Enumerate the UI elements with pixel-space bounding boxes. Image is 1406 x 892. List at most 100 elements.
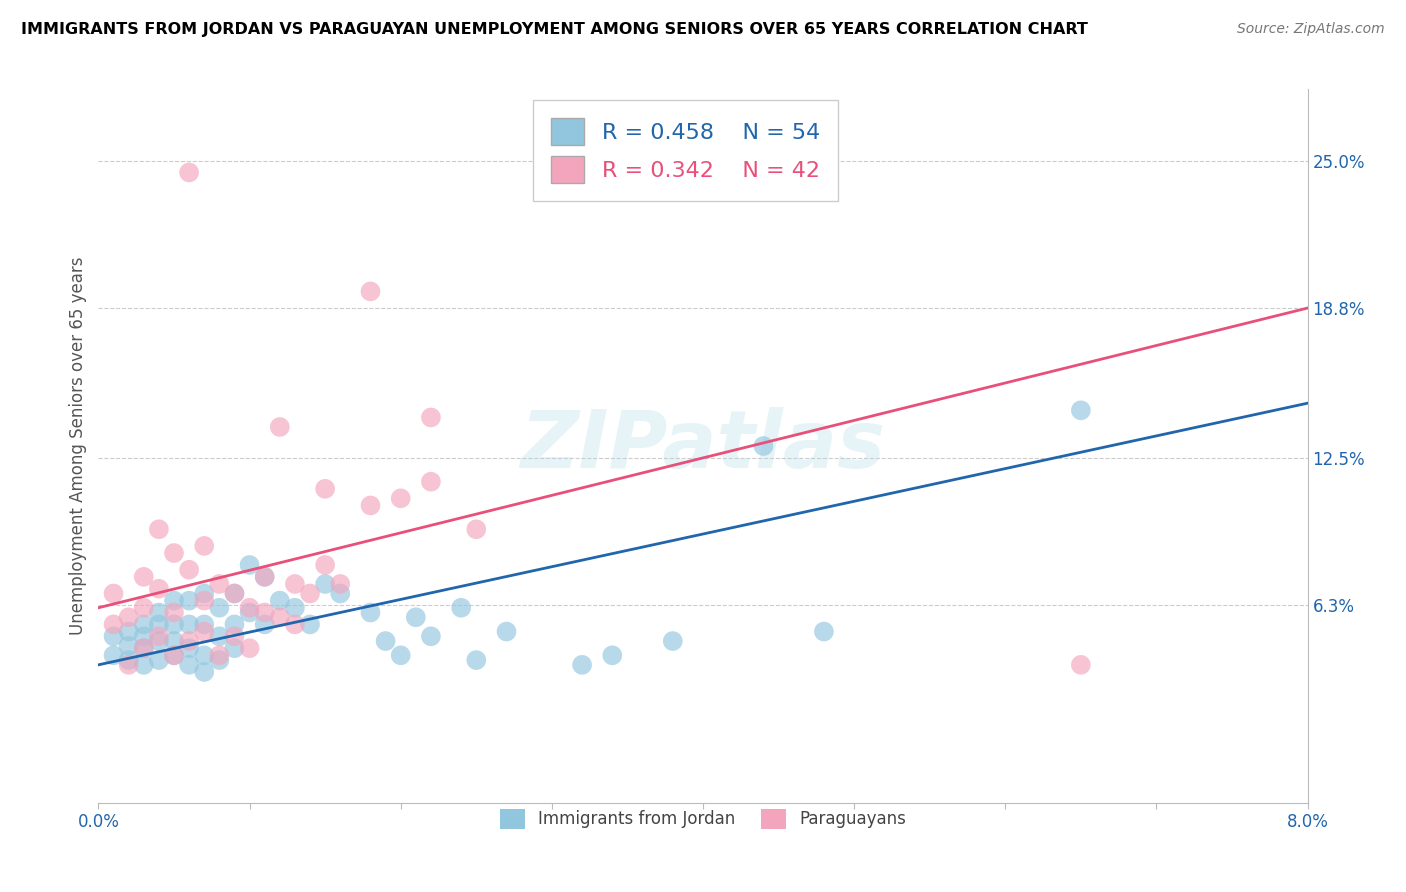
- Point: [148, 653, 170, 667]
- Point: [465, 653, 488, 667]
- Point: [132, 657, 155, 672]
- Point: [132, 641, 155, 656]
- Point: [420, 629, 443, 643]
- Point: [224, 629, 246, 643]
- Point: [420, 410, 443, 425]
- Point: [389, 648, 412, 663]
- Point: [208, 653, 231, 667]
- Point: [132, 600, 155, 615]
- Point: [163, 648, 186, 663]
- Point: [224, 641, 246, 656]
- Point: [239, 600, 262, 615]
- Point: [179, 657, 201, 672]
- Point: [571, 657, 593, 672]
- Point: [148, 617, 170, 632]
- Point: [132, 617, 155, 632]
- Point: [224, 586, 246, 600]
- Point: [179, 634, 201, 648]
- Point: [752, 439, 775, 453]
- Text: ZIPatlas: ZIPatlas: [520, 407, 886, 485]
- Point: [299, 617, 322, 632]
- Point: [224, 586, 246, 600]
- Point: [103, 629, 125, 643]
- Point: [118, 653, 141, 667]
- Point: [389, 491, 412, 506]
- Point: [329, 577, 352, 591]
- Point: [148, 606, 170, 620]
- Legend: Immigrants from Jordan, Paraguayans: Immigrants from Jordan, Paraguayans: [492, 800, 914, 838]
- Point: [405, 610, 427, 624]
- Text: IMMIGRANTS FROM JORDAN VS PARAGUAYAN UNEMPLOYMENT AMONG SENIORS OVER 65 YEARS CO: IMMIGRANTS FROM JORDAN VS PARAGUAYAN UNE…: [21, 22, 1088, 37]
- Point: [253, 617, 276, 632]
- Point: [118, 657, 141, 672]
- Point: [374, 634, 396, 648]
- Point: [132, 641, 155, 656]
- Point: [269, 420, 291, 434]
- Point: [269, 610, 291, 624]
- Text: Source: ZipAtlas.com: Source: ZipAtlas.com: [1237, 22, 1385, 37]
- Point: [450, 600, 472, 615]
- Point: [299, 586, 322, 600]
- Point: [602, 648, 624, 663]
- Point: [193, 593, 215, 607]
- Point: [163, 593, 186, 607]
- Point: [1070, 657, 1092, 672]
- Point: [284, 600, 307, 615]
- Point: [208, 648, 231, 663]
- Point: [314, 482, 336, 496]
- Point: [239, 641, 262, 656]
- Point: [224, 617, 246, 632]
- Point: [163, 634, 186, 648]
- Point: [193, 648, 215, 663]
- Point: [239, 606, 262, 620]
- Point: [103, 648, 125, 663]
- Point: [329, 586, 352, 600]
- Point: [118, 624, 141, 639]
- Point: [193, 539, 215, 553]
- Point: [208, 577, 231, 591]
- Point: [148, 582, 170, 596]
- Point: [193, 665, 215, 679]
- Point: [163, 546, 186, 560]
- Point: [179, 165, 201, 179]
- Point: [193, 624, 215, 639]
- Point: [132, 570, 155, 584]
- Point: [118, 610, 141, 624]
- Point: [163, 606, 186, 620]
- Point: [420, 475, 443, 489]
- Point: [253, 570, 276, 584]
- Point: [661, 634, 683, 648]
- Point: [239, 558, 262, 572]
- Point: [360, 499, 382, 513]
- Point: [284, 617, 307, 632]
- Point: [163, 648, 186, 663]
- Y-axis label: Unemployment Among Seniors over 65 years: Unemployment Among Seniors over 65 years: [69, 257, 87, 635]
- Point: [284, 577, 307, 591]
- Point: [314, 558, 336, 572]
- Point: [179, 593, 201, 607]
- Point: [193, 586, 215, 600]
- Point: [179, 641, 201, 656]
- Point: [103, 617, 125, 632]
- Point: [118, 639, 141, 653]
- Point: [163, 617, 186, 632]
- Point: [193, 617, 215, 632]
- Point: [495, 624, 517, 639]
- Point: [269, 593, 291, 607]
- Point: [179, 617, 201, 632]
- Point: [179, 563, 201, 577]
- Point: [813, 624, 835, 639]
- Point: [314, 577, 336, 591]
- Point: [253, 606, 276, 620]
- Point: [253, 570, 276, 584]
- Point: [465, 522, 488, 536]
- Point: [148, 634, 170, 648]
- Point: [1070, 403, 1092, 417]
- Point: [148, 522, 170, 536]
- Point: [360, 606, 382, 620]
- Point: [148, 629, 170, 643]
- Point: [208, 629, 231, 643]
- Point: [103, 586, 125, 600]
- Point: [132, 629, 155, 643]
- Point: [360, 285, 382, 299]
